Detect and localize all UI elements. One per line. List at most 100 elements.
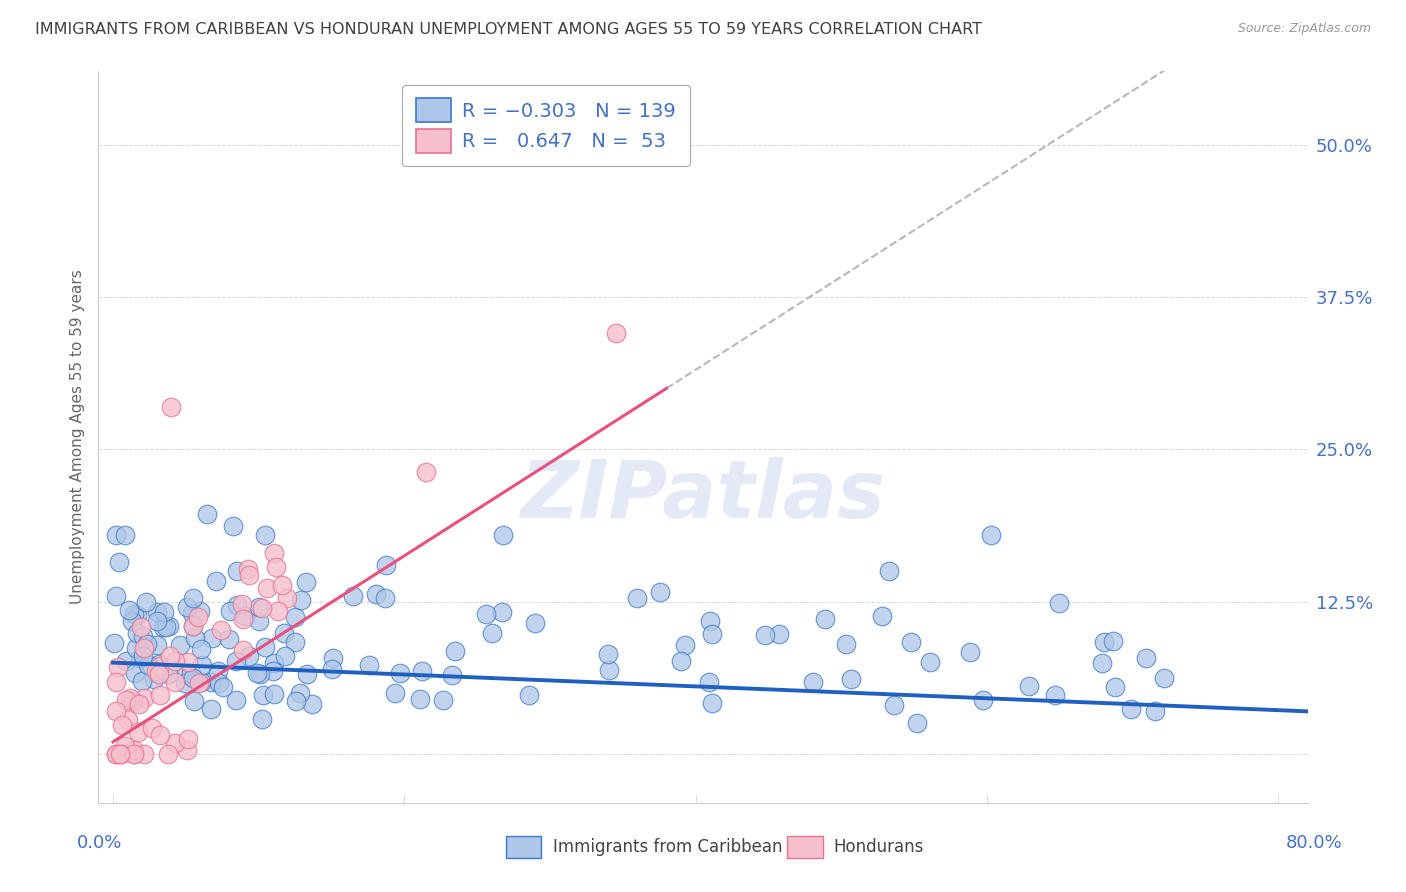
- Point: [1119, 702, 1142, 716]
- Point: [110, 747, 132, 761]
- Point: [146, 639, 169, 653]
- Point: [145, 614, 167, 628]
- Point: [200, 675, 222, 690]
- Point: [264, 560, 287, 574]
- Point: [249, 600, 271, 615]
- Point: [200, 702, 222, 716]
- Point: [128, 651, 150, 665]
- Point: [208, 675, 231, 690]
- Point: [176, 742, 198, 756]
- Point: [839, 672, 862, 686]
- Point: [491, 527, 513, 541]
- Point: [870, 609, 893, 624]
- Text: IMMIGRANTS FROM CARIBBEAN VS HONDURAN UNEMPLOYMENT AMONG AGES 55 TO 59 YEARS COR: IMMIGRANTS FROM CARIBBEAN VS HONDURAN UN…: [35, 22, 983, 37]
- Point: [159, 618, 181, 632]
- Point: [598, 663, 620, 677]
- Point: [105, 589, 128, 603]
- Point: [1104, 680, 1126, 694]
- Point: [149, 689, 172, 703]
- Point: [165, 735, 187, 749]
- Point: [209, 623, 232, 637]
- Point: [205, 574, 228, 589]
- Point: [598, 647, 620, 661]
- Point: [295, 574, 318, 589]
- Point: [252, 601, 274, 615]
- Point: [364, 587, 387, 601]
- Point: [231, 597, 253, 611]
- Point: [232, 612, 254, 626]
- Point: [274, 649, 297, 664]
- Point: [1143, 704, 1166, 718]
- Point: [700, 697, 723, 711]
- Point: [176, 599, 198, 614]
- Point: [440, 667, 463, 681]
- Point: [141, 722, 163, 736]
- Point: [236, 562, 259, 576]
- Point: [648, 584, 671, 599]
- Point: [814, 611, 837, 625]
- Point: [225, 564, 247, 578]
- Point: [254, 640, 277, 654]
- Point: [122, 747, 145, 761]
- Point: [177, 732, 200, 747]
- Point: [143, 672, 166, 686]
- Point: [183, 694, 205, 708]
- Point: [188, 676, 211, 690]
- Point: [754, 628, 776, 642]
- Point: [186, 609, 208, 624]
- Point: [321, 662, 343, 676]
- Point: [176, 667, 198, 681]
- Point: [1043, 688, 1066, 702]
- Point: [905, 715, 928, 730]
- Point: [104, 675, 127, 690]
- Point: [432, 693, 454, 707]
- Point: [153, 605, 176, 619]
- Point: [232, 643, 254, 657]
- Point: [699, 614, 721, 628]
- Point: [104, 527, 127, 541]
- Point: [157, 667, 180, 681]
- Point: [409, 692, 432, 706]
- Point: [127, 626, 149, 640]
- Point: [120, 691, 142, 706]
- Point: [1092, 634, 1115, 648]
- Point: [188, 604, 211, 618]
- Point: [374, 591, 396, 606]
- Point: [249, 666, 271, 681]
- Point: [135, 637, 157, 651]
- Point: [267, 604, 290, 618]
- Point: [290, 593, 312, 607]
- Point: [247, 614, 270, 628]
- Point: [263, 656, 285, 670]
- Point: [835, 637, 858, 651]
- Point: [152, 620, 174, 634]
- Point: [149, 728, 172, 742]
- Point: [700, 627, 723, 641]
- Text: 80.0%: 80.0%: [1286, 834, 1343, 852]
- Point: [122, 694, 145, 708]
- Point: [180, 606, 202, 620]
- Point: [276, 591, 298, 605]
- Point: [136, 657, 159, 672]
- Point: [768, 627, 790, 641]
- Point: [357, 658, 380, 673]
- Point: [222, 519, 245, 533]
- Point: [877, 564, 900, 578]
- Point: [238, 567, 260, 582]
- Y-axis label: Unemployment Among Ages 55 to 59 years: Unemployment Among Ages 55 to 59 years: [69, 269, 84, 605]
- Point: [491, 605, 513, 619]
- Point: [284, 635, 307, 649]
- Point: [219, 604, 242, 618]
- Point: [105, 747, 128, 761]
- Text: Immigrants from Caribbean: Immigrants from Caribbean: [553, 838, 782, 856]
- Point: [132, 747, 155, 761]
- Point: [191, 657, 214, 672]
- Point: [626, 591, 648, 605]
- Point: [183, 618, 205, 632]
- Point: [159, 648, 181, 663]
- Point: [207, 664, 229, 678]
- Point: [1047, 595, 1070, 609]
- Point: [481, 626, 503, 640]
- Point: [1153, 671, 1175, 685]
- Point: [517, 688, 540, 702]
